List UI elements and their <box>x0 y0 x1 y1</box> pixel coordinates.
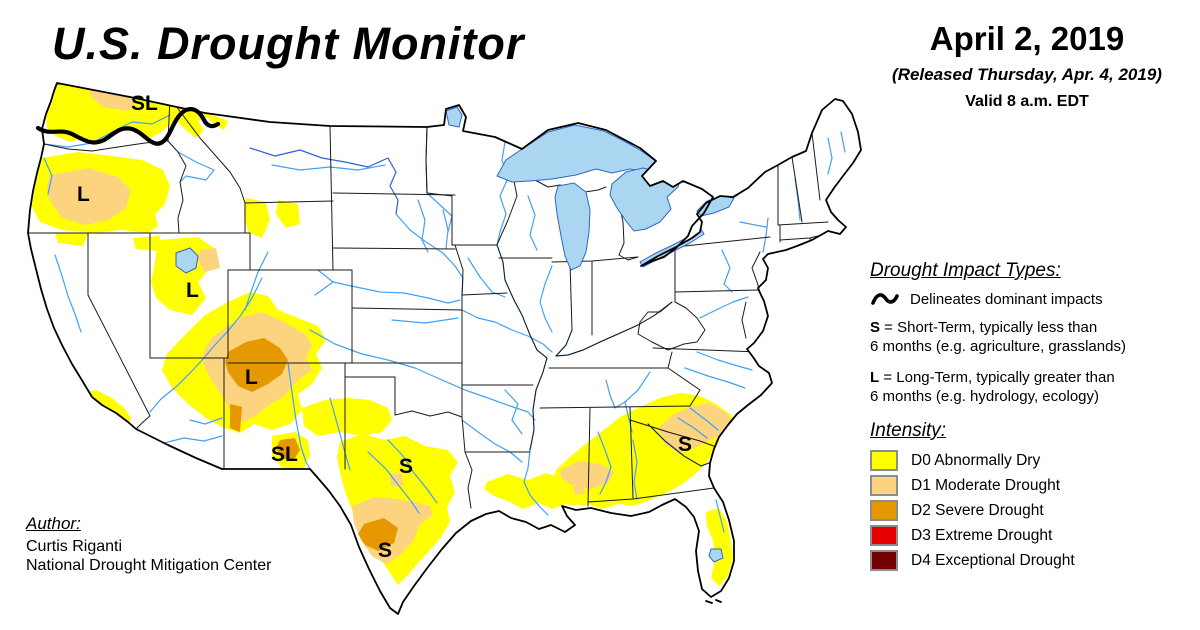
author-name: Curtis Riganti <box>26 538 123 555</box>
label-four-corners: L <box>245 366 258 389</box>
header-date-block: April 2, 2019 (Released Thursday, Apr. 4… <box>862 20 1192 111</box>
great-salt-lake <box>175 247 199 274</box>
legend-item-d2: D2 Severe Drought <box>870 500 1190 521</box>
impact-types-legend: Drought Impact Types: Delineates dominan… <box>870 260 1190 418</box>
author-block: Author: Curtis Riganti National Drought … <box>26 514 271 575</box>
label-north-texas: S <box>399 455 413 478</box>
state-borders <box>28 97 829 509</box>
impact-squiggle-icon <box>871 293 899 305</box>
page-title: U.S. Drought Monitor <box>52 18 525 69</box>
legend-item-d4: D4 Exceptional Drought <box>870 550 1190 571</box>
d3-swatch <box>870 525 898 546</box>
lake-michigan <box>554 182 591 271</box>
florida-keys <box>705 599 722 604</box>
legend-item-d1: D1 Moderate Drought <box>870 475 1190 496</box>
intensity-legend: Intensity: D0 Abnormally Dry D1 Moderate… <box>870 420 1190 575</box>
d0-swatch <box>870 450 898 471</box>
legend-item-d0: D0 Abnormally Dry <box>870 450 1190 471</box>
label-georgia: S <box>678 433 692 456</box>
intensity-heading: Intensity: <box>870 420 947 441</box>
d1-swatch <box>870 475 898 496</box>
d2-swatch <box>870 500 898 521</box>
label-new-mexico: SL <box>271 443 298 466</box>
squiggle-label: Delineates dominant impacts <box>910 290 1103 308</box>
lake-huron <box>609 165 683 232</box>
legend-item-d3: D3 Extreme Drought <box>870 525 1190 546</box>
lake-okeechobee <box>708 548 724 563</box>
us-outline <box>27 82 862 615</box>
lake-ontario <box>696 195 735 217</box>
impact-legend-heading: Drought Impact Types: <box>870 260 1061 281</box>
d4-swatch <box>870 550 898 571</box>
short-term-definition: S = Short-Term, typically less than 6 mo… <box>870 319 1126 355</box>
label-oregon: L <box>77 183 90 206</box>
lake-of-the-woods <box>445 106 463 128</box>
drought-region-d2 <box>225 338 398 551</box>
author-heading: Author: <box>26 514 81 533</box>
impact-delineation-line <box>35 107 221 146</box>
map-date: April 2, 2019 <box>929 20 1125 57</box>
label-utah: L <box>186 279 199 302</box>
label-south-texas: S <box>378 539 392 562</box>
release-date: (Released Thursday, Apr. 4, 2019) <box>892 65 1162 84</box>
valid-time: Valid 8 a.m. EDT <box>965 93 1089 110</box>
author-org: National Drought Mitigation Center <box>26 557 272 574</box>
map-impact-labels: SL L L L SL S S S <box>77 92 692 562</box>
long-term-definition: L = Long-Term, typically greater than 6 … <box>870 369 1115 405</box>
label-pnw: SL <box>131 92 158 115</box>
